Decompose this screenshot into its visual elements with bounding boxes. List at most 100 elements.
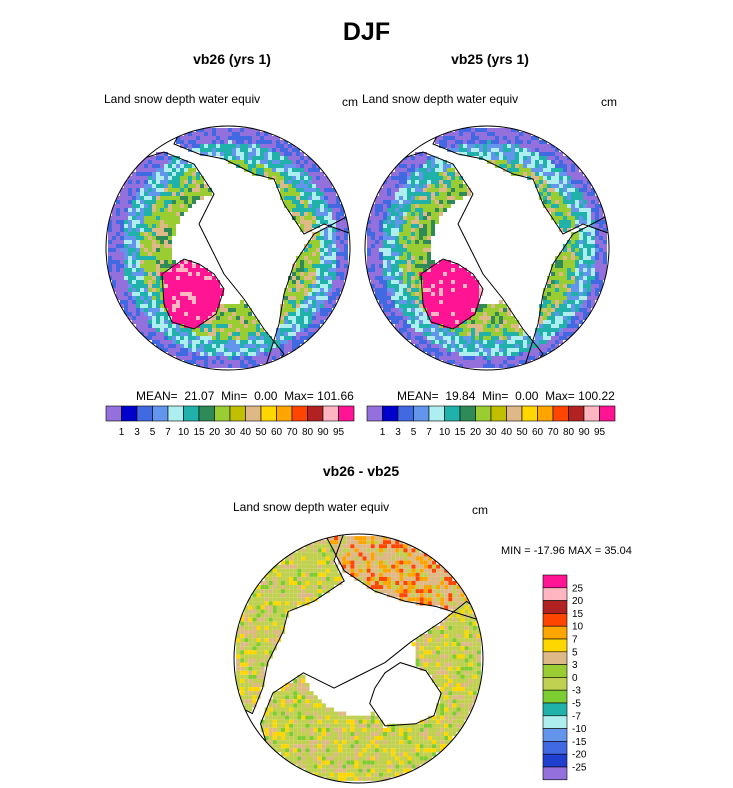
panel2-grid-cell (595, 268, 599, 272)
panel2-grid-cell (379, 280, 383, 284)
panel2-colorbar-label: 10 (439, 427, 451, 438)
panel2-grid-cell (591, 196, 595, 200)
panel2-grid-cell (399, 280, 403, 284)
panel1-grid-cell (236, 360, 240, 364)
panel1-grid-cell (292, 344, 296, 348)
panel3-grid-cell (297, 556, 302, 561)
panel1-grid-cell (168, 204, 172, 208)
panel2-grid-cell (431, 168, 435, 172)
panel1-grid-cell (160, 240, 164, 244)
panel2-grid-cell (467, 136, 471, 140)
panel2-grid-cell (507, 364, 511, 368)
panel1-grid-cell (296, 220, 300, 224)
panel2-grid-cell (583, 196, 587, 200)
panel1-grid-cell (168, 156, 172, 160)
panel2-grid-cell (403, 244, 407, 248)
panel2-grid-cell (539, 180, 543, 184)
panel2-grid-cell (415, 200, 419, 204)
panel2-grid-cell (419, 252, 423, 256)
panel2-grid-cell (455, 308, 459, 312)
panel1-grid-cell (244, 304, 248, 308)
panel3-grid-cell (395, 568, 400, 573)
panel2-grid-cell (427, 192, 431, 196)
panel2-grid-cell (395, 180, 399, 184)
panel1-grid-cell (292, 200, 296, 204)
panel2-grid-cell (455, 268, 459, 272)
panel3-grid-cell (419, 634, 424, 639)
panel1-grid-cell (132, 256, 136, 260)
panel1-grid-cell (216, 316, 220, 320)
panel1-grid-cell (208, 288, 212, 292)
panel3-grid-cell (244, 642, 249, 647)
panel3-grid-cell (358, 552, 363, 557)
panel2-grid-cell (487, 340, 491, 344)
panel2-grid-cell (371, 252, 375, 256)
panel2-grid-cell (579, 208, 583, 212)
panel2-grid-cell (483, 308, 487, 312)
panel3-grid-cell (362, 576, 367, 581)
panel2-grid-cell (539, 156, 543, 160)
panel2-grid-cell (515, 324, 519, 328)
panel2-grid-cell (507, 160, 511, 164)
panel3-grid-cell (358, 576, 363, 581)
panel1-grid-cell (312, 224, 316, 228)
panel2-mean-value: 19.84 (445, 389, 476, 403)
panel2-grid-cell (411, 224, 415, 228)
panel1-grid-cell (176, 324, 180, 328)
panel2-grid-cell (447, 308, 451, 312)
panel2-grid-cell (431, 280, 435, 284)
panel1-grid-cell (148, 332, 152, 336)
panel2-grid-cell (563, 188, 567, 192)
panel3-grid-cell (407, 572, 412, 577)
panel1-grid-cell (256, 336, 260, 340)
panel3-grid-cell (252, 613, 257, 618)
panel2-grid-cell (539, 168, 543, 172)
panel2-grid-cell (407, 176, 411, 180)
panel1-grid-cell (316, 208, 320, 212)
panel2-grid-cell (499, 340, 503, 344)
panel3-grid-cell (334, 572, 339, 577)
panel3-grid-cell (382, 544, 388, 549)
panel2-grid-cell (407, 276, 411, 280)
panel1-grid-cell (192, 288, 196, 292)
panel2-grid-cell (419, 268, 423, 272)
panel2-grid-cell (563, 204, 567, 208)
panel1-grid-cell (196, 272, 200, 276)
panel3-grid-cell (268, 597, 273, 602)
panel1-grid-cell (208, 320, 212, 324)
panel2-grid-cell (603, 232, 607, 236)
panel1-grid-cell (168, 332, 172, 336)
panel1-grid-cell (132, 248, 136, 252)
panel3-grid-cell (427, 576, 432, 581)
panel1-grid-cell (216, 356, 220, 360)
panel1-colorbar-label: 15 (193, 427, 205, 438)
panel1-grid-cell (224, 156, 228, 160)
panel2-grid-cell (395, 316, 399, 320)
panel2-grid-cell (439, 136, 443, 140)
panel2-grid-cell (551, 168, 555, 172)
panel1-grid-cell (328, 212, 332, 216)
panel1-grid-cell (304, 336, 308, 340)
panel1-grid-cell (212, 312, 216, 316)
panel2-grid-cell (575, 276, 579, 280)
panel1-grid-cell (340, 244, 344, 248)
panel1-grid-cell (200, 180, 204, 184)
panel2-grid-cell (395, 220, 399, 224)
panel1-grid-cell (160, 164, 164, 168)
panel1-grid-cell (140, 172, 144, 176)
panel1-grid-cell (160, 192, 164, 196)
panel3-grid-cell (464, 634, 469, 639)
panel3-grid-cell (309, 572, 314, 577)
panel2-grid-cell (571, 164, 575, 168)
panel3-grid-cell (256, 621, 261, 626)
panel2-grid-cell (403, 224, 407, 228)
panel1-grid-cell (152, 172, 156, 176)
panel2-grid-cell (451, 264, 455, 268)
panel2-grid-cell (595, 212, 599, 216)
panel2-grid-cell (591, 288, 595, 292)
panel1-grid-cell (176, 332, 180, 336)
panel1-grid-cell (228, 336, 232, 340)
panel2-colorbar-label: 7 (426, 427, 432, 438)
panel2-grid-cell (395, 248, 399, 252)
panel2-grid-cell (579, 188, 583, 192)
